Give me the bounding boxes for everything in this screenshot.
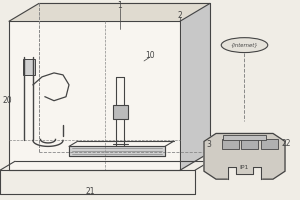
Polygon shape <box>228 167 261 179</box>
Bar <box>222 139 238 149</box>
Text: 1: 1 <box>118 1 122 10</box>
Polygon shape <box>69 146 165 156</box>
Text: 10: 10 <box>145 51 155 60</box>
Bar <box>112 105 128 119</box>
Bar <box>22 59 34 75</box>
Polygon shape <box>9 3 210 21</box>
Bar <box>242 139 258 149</box>
Text: 20: 20 <box>3 96 12 105</box>
Ellipse shape <box>221 38 268 53</box>
Bar <box>261 139 278 149</box>
Text: {internet}: {internet} <box>231 43 258 48</box>
Text: 22: 22 <box>282 139 291 148</box>
Text: IP1: IP1 <box>240 165 249 170</box>
Text: 21: 21 <box>85 187 95 196</box>
Text: 3: 3 <box>206 140 211 149</box>
Polygon shape <box>180 3 210 170</box>
Bar <box>224 135 266 140</box>
Polygon shape <box>204 133 285 179</box>
Polygon shape <box>9 21 180 170</box>
Text: 2: 2 <box>178 11 182 20</box>
